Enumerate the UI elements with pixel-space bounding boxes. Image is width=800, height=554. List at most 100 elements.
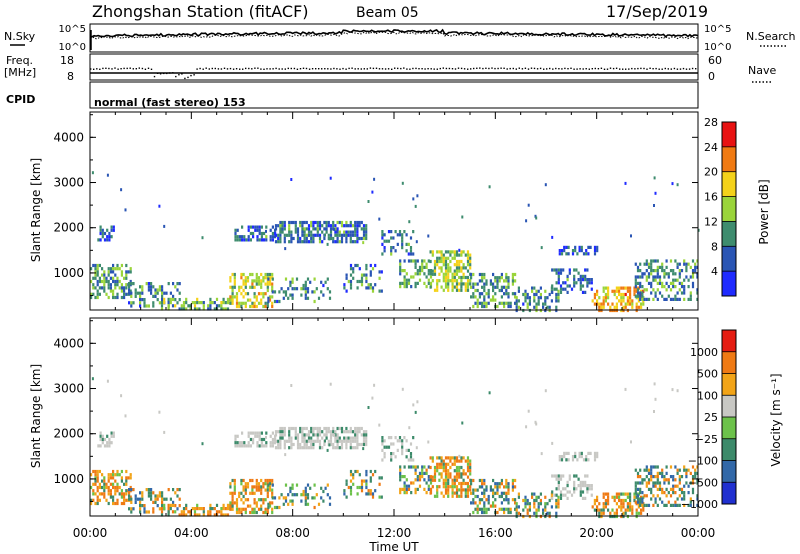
nave-point: [664, 67, 666, 70]
heatmap-cell: [423, 465, 426, 469]
nave-point: [594, 67, 596, 70]
nave-point: [688, 68, 691, 70]
nave-point: [321, 68, 323, 70]
heatmap-cell: [678, 272, 681, 276]
heatmap-cell: [458, 488, 461, 492]
heatmap-cell: [414, 265, 417, 269]
heatmap-cell: [283, 240, 286, 244]
heatmap-cell: [433, 494, 437, 498]
heatmap-cell: [234, 235, 237, 239]
heatmap-cell: [496, 285, 499, 289]
heatmap-cell: [271, 238, 274, 242]
heatmap-cell: [305, 236, 308, 241]
heatmap-cell: [453, 475, 456, 479]
heatmap-cell: [185, 503, 188, 507]
heatmap-cell: [469, 472, 472, 476]
heatmap-cell: [103, 482, 106, 486]
heatmap-cell: [620, 492, 623, 496]
heatmap-cell: [327, 220, 330, 225]
heatmap-cell: [108, 437, 111, 442]
heatmap-cell: [209, 513, 212, 517]
heatmap-cell: [96, 263, 99, 268]
heatmap-cell: [247, 225, 250, 229]
heatmap-cell: [229, 279, 232, 283]
heatmap-cell: [537, 296, 540, 300]
heatmap-cell: [535, 305, 538, 309]
heatmap-cell: [362, 433, 366, 437]
heatmap-cell: [160, 510, 164, 514]
nave-point: [330, 68, 332, 70]
heatmap-cell: [447, 475, 450, 479]
heatmap-cell: [152, 285, 155, 289]
heatmap-cell: [229, 295, 232, 299]
heatmap-cell: [198, 513, 201, 517]
heatmap-cell: [683, 468, 686, 472]
heatmap-cell: [639, 285, 642, 289]
heatmap-cell: [163, 507, 166, 511]
heatmap-cell: [234, 444, 237, 448]
heatmap-cell: [436, 263, 439, 267]
heatmap-cell: [630, 234, 632, 238]
heatmap-cell: [414, 471, 417, 475]
heatmap-cell: [515, 505, 518, 509]
heatmap-cell: [249, 444, 252, 448]
heatmap-cell: [160, 513, 164, 517]
colorbar-tick-label: 8: [711, 240, 718, 253]
heatmap-cell: [101, 235, 104, 239]
heatmap-cell: [487, 501, 490, 505]
heatmap-cell: [182, 507, 186, 511]
heatmap-cell: [683, 465, 686, 469]
heatmap-cell: [680, 269, 684, 273]
heatmap-cell: [360, 273, 364, 277]
heatmap-cell: [626, 289, 629, 293]
nave-point: [153, 75, 156, 78]
heatmap-cell: [689, 481, 692, 485]
heatmap-cell: [356, 240, 359, 244]
heatmap-cell: [438, 478, 441, 482]
heatmap-cell: [587, 451, 590, 455]
heatmap-cell: [266, 304, 269, 309]
heatmap-cell: [196, 307, 199, 311]
x-tick-label: 08:00: [275, 526, 310, 540]
heatmap-cell: [634, 500, 637, 504]
heatmap-cell: [231, 295, 234, 299]
heatmap-cell: [458, 253, 461, 257]
heatmap-cell: [134, 500, 137, 504]
heatmap-cell: [503, 285, 506, 289]
heatmap-cell: [356, 485, 359, 490]
heatmap-cell: [630, 440, 632, 444]
heatmap-cell: [182, 307, 186, 311]
heatmap-cell: [661, 262, 664, 266]
heatmap-cell: [213, 513, 216, 517]
heatmap-cell: [462, 478, 465, 482]
heatmap-cell: [107, 270, 110, 274]
heatmap-cell: [352, 270, 355, 274]
heatmap-cell: [650, 291, 653, 295]
heatmap-cell: [316, 426, 319, 431]
heatmap-cell: [255, 504, 258, 508]
heatmap-cell: [116, 283, 119, 287]
heatmap-cell: [589, 245, 592, 249]
heatmap-cell: [340, 430, 344, 434]
heatmap-cell: [431, 475, 434, 479]
heatmap-cell: [483, 491, 486, 495]
heatmap-cell: [587, 458, 590, 462]
heatmap-cell: [494, 485, 497, 489]
heatmap-cell: [433, 469, 437, 473]
heatmap-cell: [169, 301, 172, 305]
heatmap-cell: [514, 292, 517, 296]
heatmap-cell: [440, 472, 443, 476]
heatmap-cell: [110, 225, 113, 229]
heatmap-cell: [349, 446, 352, 450]
heatmap-cell: [118, 473, 121, 477]
heatmap-cell: [383, 455, 386, 459]
heatmap-cell: [544, 289, 547, 293]
heatmap-cell: [358, 430, 361, 434]
nave-point: [600, 67, 603, 69]
nave-point: [615, 67, 618, 69]
heatmap-cell: [656, 297, 659, 301]
heatmap-cell: [281, 430, 284, 434]
heatmap-cell: [200, 507, 203, 511]
heatmap-cell: [500, 301, 503, 305]
heatmap-cell: [120, 273, 123, 277]
